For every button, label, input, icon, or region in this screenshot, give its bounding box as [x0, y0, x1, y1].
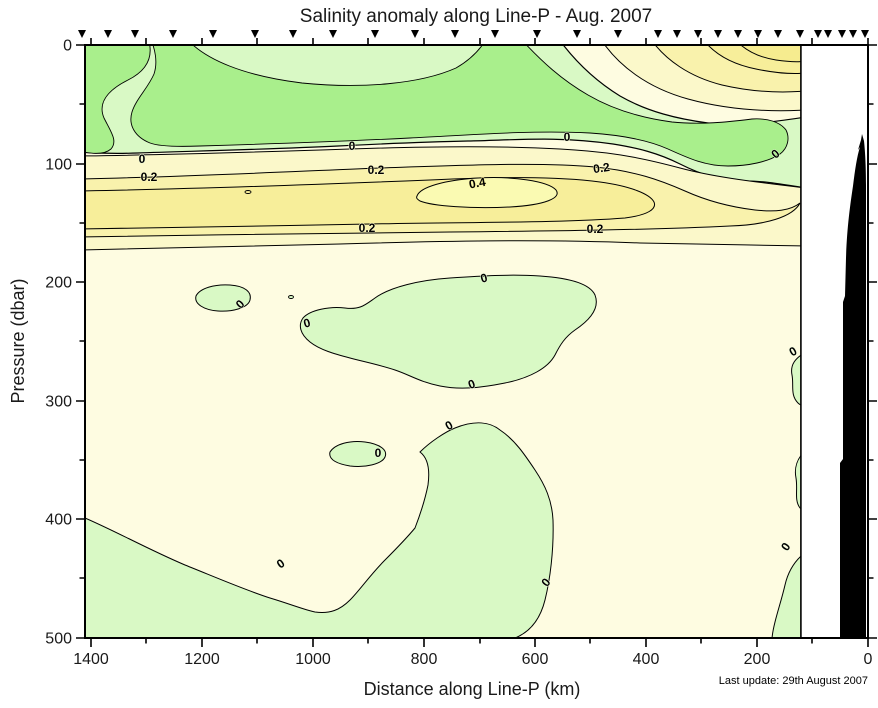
x-tick-label: 1000: [295, 651, 331, 668]
coastal-cell-core: [741, 46, 801, 63]
contour-label: 0: [349, 139, 356, 153]
contour-label: 0: [375, 446, 382, 460]
x-tick-label: 1400: [73, 651, 109, 668]
x-tick-label: 0: [864, 651, 873, 668]
deep-negative-region: [86, 422, 554, 637]
y-tick-label: 100: [45, 157, 72, 174]
y-axis-title: Pressure (dbar): [8, 278, 28, 403]
x-tick-label: 200: [744, 651, 771, 668]
y-tick-label: 500: [45, 631, 72, 648]
x-tick-label: 1200: [184, 651, 220, 668]
surface-strong-negative-main: [130, 46, 789, 167]
bathymetry-silhouette: [840, 134, 866, 637]
contour-field: [86, 46, 801, 637]
y-tick-label: 400: [45, 512, 72, 529]
deep-negative-blob-small: [329, 441, 387, 467]
contour-label: 0: [302, 315, 312, 330]
surface-strong-negative-left: [86, 46, 151, 154]
x-tick-label: 400: [633, 651, 660, 668]
axis-ticks: [76, 38, 877, 647]
edge-negative-sliver-2: [794, 455, 801, 509]
mid-negative-blob-large: [299, 274, 597, 389]
x-tick-labels: 1400 1200 1000 800 600 400 200 0: [73, 651, 872, 668]
contour-label: 0.2: [592, 160, 611, 176]
edge-negative-sliver-3: [771, 556, 801, 637]
contour-label: 0.4: [468, 175, 487, 192]
contour-label: 0.2: [359, 221, 376, 235]
band-speck: [244, 190, 252, 194]
mid-negative-speck: [288, 295, 294, 299]
x-axis-title: Distance along Line-P (km): [364, 679, 581, 699]
contour-label: 0: [479, 270, 489, 285]
contour-label: 0.2: [141, 170, 158, 184]
y-tick-label: 0: [63, 38, 72, 55]
y-tick-labels: 0 100 200 300 400 500: [45, 38, 72, 648]
y-tick-label: 300: [45, 394, 72, 411]
chart-title: Salinity anomaly along Line-P - Aug. 200…: [300, 6, 652, 27]
contour-label: 0.2: [587, 222, 604, 236]
band-0p4-core: [416, 177, 558, 209]
contour-label: 0: [564, 130, 571, 144]
station-marker-icons: [78, 30, 869, 38]
mid-negative-blob-small: [195, 284, 251, 312]
contour-label: 0.2: [368, 163, 385, 177]
x-tick-label: 800: [411, 651, 438, 668]
edge-negative-sliver-1: [791, 354, 801, 406]
last-update-note: Last update: 29th August 2007: [719, 675, 868, 687]
contour-label: 0: [139, 152, 146, 166]
x-tick-label: 600: [522, 651, 549, 668]
y-tick-label: 200: [45, 275, 72, 292]
